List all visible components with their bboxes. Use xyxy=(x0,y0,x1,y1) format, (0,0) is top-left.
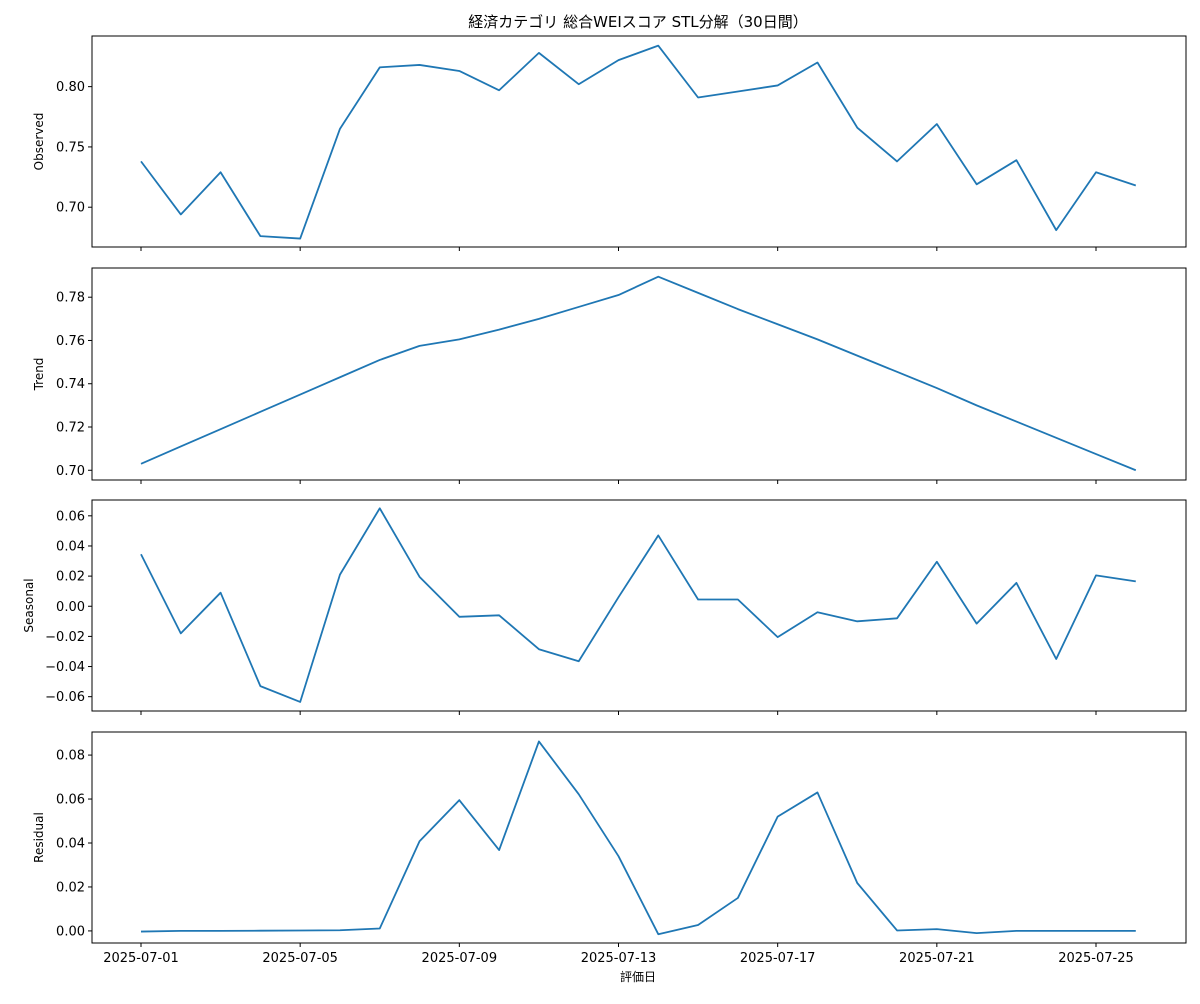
y-tick-label: 0.78 xyxy=(56,291,85,306)
plot-frame xyxy=(91,267,1187,481)
y-axis-label: Observed xyxy=(32,113,46,171)
plot-frame xyxy=(91,731,1187,944)
x-tick-label: 2025-07-25 xyxy=(1058,951,1134,966)
y-tick-label: 0.75 xyxy=(56,140,85,155)
y-tick-label: 0.00 xyxy=(56,924,85,939)
x-tick-label: 2025-07-17 xyxy=(740,951,816,966)
y-tick-label: 0.74 xyxy=(56,377,85,392)
y-tick-label: 0.70 xyxy=(56,464,85,479)
x-axis-label: 評価日 xyxy=(620,969,656,984)
x-tick-label: 2025-07-21 xyxy=(899,951,975,966)
plot-frame xyxy=(91,499,1187,712)
y-tick-label: 0.80 xyxy=(56,80,85,95)
y-tick-label: 0.00 xyxy=(56,600,85,615)
panel-residual: 0.00 0.02 0.04 0.06 0.08 Residual 2025-07-01 20… xyxy=(32,731,1187,966)
y-axis-label: Seasonal xyxy=(22,578,36,632)
y-tick-label: −0.02 xyxy=(45,630,85,645)
y-tick-label: 0.70 xyxy=(56,201,85,216)
y-tick-label: 0.04 xyxy=(56,836,85,851)
y-tick-label: 0.06 xyxy=(56,509,85,524)
y-axis-label: Residual xyxy=(32,812,46,863)
x-tick-label: 2025-07-05 xyxy=(262,951,338,966)
y-axis-label: Trend xyxy=(32,358,46,392)
chart-title: 経済カテゴリ 総合WEIスコア STL分解（30日間） xyxy=(468,13,807,31)
panels-group: 0.70 0.75 0.80 Observed 0.70 0.72 0.74 0.76 0.78… xyxy=(22,35,1187,966)
y-tick-label: 0.72 xyxy=(56,421,85,436)
y-tick-label: 0.76 xyxy=(56,334,85,349)
panel-seasonal: −0.06 −0.04 −0.02 0.00 0.02 0.04 0.06 Seasonal xyxy=(22,499,1187,715)
series-line-seasonal xyxy=(140,507,1136,703)
y-tick-label: −0.04 xyxy=(45,660,85,675)
x-tick-label: 2025-07-13 xyxy=(581,951,657,966)
plot-frame xyxy=(91,35,1187,248)
panel-trend: 0.70 0.72 0.74 0.76 0.78 Trend xyxy=(32,267,1187,484)
y-tick-label: 0.08 xyxy=(56,749,85,764)
series-line-observed xyxy=(140,44,1137,240)
series-line-residual xyxy=(140,740,1136,936)
y-tick-label: 0.04 xyxy=(56,539,85,554)
x-tick-label: 2025-07-01 xyxy=(103,951,179,966)
x-tick-label: 2025-07-09 xyxy=(422,951,498,966)
y-tick-label: −0.06 xyxy=(45,690,85,705)
panel-observed: 0.70 0.75 0.80 Observed xyxy=(32,35,1187,251)
y-tick-label: 0.02 xyxy=(56,570,85,585)
y-tick-label: 0.06 xyxy=(56,793,85,808)
series-line-trend xyxy=(140,275,1137,472)
y-tick-label: 0.02 xyxy=(56,880,85,895)
